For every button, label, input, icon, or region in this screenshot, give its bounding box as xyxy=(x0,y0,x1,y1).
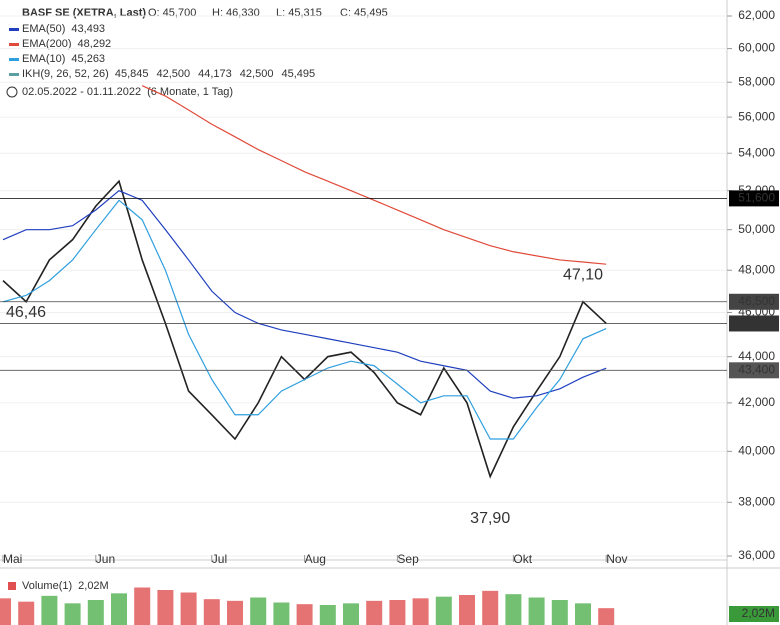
indicator-name: EMA(50) xyxy=(22,23,65,35)
volume-bar xyxy=(482,590,499,625)
volume-bar xyxy=(505,594,522,625)
indicator-value: 45,845 xyxy=(115,68,149,80)
indicator-extra: 45,495 xyxy=(281,68,315,80)
header-title: BASF SE (XETRA, Last) xyxy=(22,7,146,19)
x-tick-label: Okt xyxy=(513,552,532,566)
x-tick-label: Sep xyxy=(397,552,419,566)
legend-swatch xyxy=(9,73,19,76)
y-tick-label: 58,000 xyxy=(738,74,775,88)
y-tick-label: 56,000 xyxy=(738,109,775,123)
volume-bar xyxy=(111,593,127,625)
ohlc-value: C: 45,495 xyxy=(340,7,388,19)
level-label: 46,500 xyxy=(738,294,775,308)
indicator-extra: 44,173 xyxy=(198,68,232,80)
volume-bar xyxy=(575,603,591,625)
indicator-name: IKH(9, 26, 52, 26) xyxy=(22,68,109,80)
volume-value: 2,02M xyxy=(78,580,109,592)
legend-swatch xyxy=(9,58,19,61)
volume-bar xyxy=(459,595,475,625)
volume-bar xyxy=(273,602,290,625)
volume-title: Volume(1) xyxy=(22,580,72,592)
volume-bar xyxy=(598,608,615,625)
volume-bar xyxy=(227,600,243,625)
volume-bar xyxy=(180,592,197,625)
level-label-bg xyxy=(729,190,779,207)
x-tick-label: Nov xyxy=(606,552,627,566)
period: 02.05.2022 - 01.11.2022 xyxy=(22,86,141,98)
volume-bar xyxy=(41,595,58,625)
y-tick-label: 42,000 xyxy=(738,395,775,409)
volume-bar xyxy=(435,596,452,625)
volume-bar xyxy=(64,603,81,625)
annotation: 37,90 xyxy=(470,510,510,527)
indicator-value: 48,292 xyxy=(78,38,112,50)
y-tick-label: 44,000 xyxy=(738,349,775,363)
volume-bar xyxy=(389,600,406,625)
y-tick-label: 62,000 xyxy=(738,8,775,22)
y-tick-label: 40,000 xyxy=(738,444,775,458)
ohlc-value: H: 46,330 xyxy=(212,7,260,19)
volume-bar xyxy=(134,587,151,625)
y-tick-label: 36,000 xyxy=(738,548,775,562)
series-line xyxy=(2,190,607,399)
x-tick-label: Mai xyxy=(3,552,22,566)
volume-bar xyxy=(296,604,313,625)
volume-swatch xyxy=(8,582,16,590)
y-tick-label: 50,000 xyxy=(738,222,775,236)
legend-swatch xyxy=(9,43,19,46)
volume-bar xyxy=(18,601,35,625)
series-line xyxy=(2,199,607,440)
y-tick-label: 38,000 xyxy=(738,494,775,508)
volume-bar xyxy=(87,600,104,625)
x-tick-label: Jun xyxy=(96,552,115,566)
legend-swatch xyxy=(9,28,19,31)
ohlc-value: O: 45,700 xyxy=(148,7,196,19)
volume-bar xyxy=(412,598,429,625)
annotation: 46,46 xyxy=(6,304,46,321)
volume-axis-label: 2,02M xyxy=(742,606,775,620)
indicator-value: 43,493 xyxy=(71,23,105,35)
level-label: 51,600 xyxy=(738,191,775,205)
volume-axis-bg xyxy=(729,606,779,622)
volume-bar xyxy=(157,590,174,625)
y-tick-label: 48,000 xyxy=(738,262,775,276)
volume-bar xyxy=(366,600,383,625)
ohlc-value: L: 45,315 xyxy=(276,7,322,19)
x-tick-label: Jul xyxy=(212,552,227,566)
volume-bar xyxy=(528,597,545,625)
volume-bar xyxy=(250,597,267,625)
level-label-bg xyxy=(729,362,779,379)
indicator-value: 45,263 xyxy=(71,53,105,65)
volume-bar xyxy=(0,598,11,625)
y-tick-label: 60,000 xyxy=(738,41,775,55)
volume-bar xyxy=(203,599,220,625)
level-label: 45,495 xyxy=(738,316,775,330)
indicator-extra: 42,500 xyxy=(156,68,190,80)
level-label-bg xyxy=(729,293,779,310)
period-note: (6 Monate, 1 Tag) xyxy=(147,86,233,98)
level-label: 43,400 xyxy=(738,362,775,376)
annotation: 47,10 xyxy=(563,266,603,283)
indicator-name: EMA(200) xyxy=(22,38,72,50)
indicator-extra: 42,500 xyxy=(240,68,274,80)
volume-bar xyxy=(551,600,568,625)
y-tick-label: 54,000 xyxy=(738,145,775,159)
series-line xyxy=(141,85,607,265)
indicator-name: EMA(10) xyxy=(22,53,65,65)
clock-icon xyxy=(6,86,18,98)
level-label-bg xyxy=(729,315,779,332)
x-tick-label: Aug xyxy=(305,552,326,566)
volume-bar xyxy=(319,605,336,625)
volume-bar xyxy=(343,603,359,625)
